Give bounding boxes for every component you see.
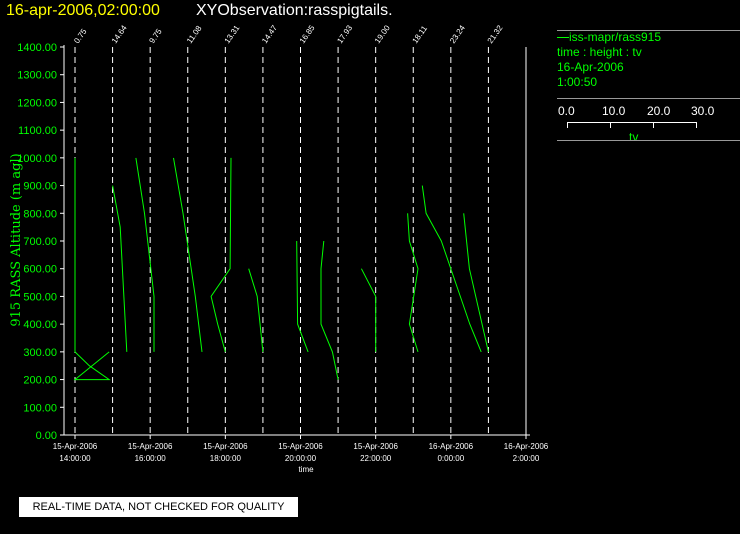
legend-axes-desc: time : height : tv	[557, 45, 642, 59]
profile-line	[135, 157, 155, 352]
x-tick-date: 15-Apr-2006	[203, 442, 248, 451]
profile-value-label: 21.32	[486, 23, 505, 45]
profile-line	[296, 240, 309, 353]
x-tick-date: 16-Apr-2006	[429, 442, 474, 451]
legend-panel: iss-mapr/rass915 time : height : tv 16-A…	[557, 30, 740, 90]
tv-scale-unit: tv	[629, 130, 639, 144]
y-tick-label: 400.00	[23, 319, 57, 331]
title-datetime: 16-apr-2006,02:00:00	[6, 2, 160, 19]
profile-value-label: 16.85	[298, 23, 317, 45]
y-tick-label: 1000.00	[17, 153, 57, 165]
profile-line	[463, 213, 489, 353]
x-axis-label: time	[298, 465, 314, 474]
legend-time: 1:00:50	[557, 75, 598, 89]
profile-line	[173, 157, 203, 352]
profile-line	[407, 213, 419, 353]
y-tick-label: 1300.00	[17, 70, 57, 82]
y-tick-label: 200.00	[23, 375, 57, 387]
profile-line	[248, 268, 264, 352]
y-tick-label: 600.00	[23, 264, 57, 276]
y-tick-label: 800.00	[23, 208, 57, 220]
x-tick-date: 16-Apr-2006	[504, 442, 549, 451]
tv-scale-tick-1: 10.0	[602, 104, 626, 118]
y-tick-label: 300.00	[23, 347, 57, 359]
y-axis-label: 915 RASS Altitude (m agl)	[9, 153, 24, 326]
x-tick-date: 15-Apr-2006	[128, 442, 173, 451]
tv-scale-tickmark	[653, 122, 654, 128]
profile-value-label: 17.93	[335, 23, 354, 45]
legend-series-line-icon	[557, 37, 569, 39]
x-tick-time: 16:00:00	[135, 454, 167, 463]
x-tick-date: 15-Apr-2006	[353, 442, 398, 451]
x-tick-time: 0:00:00	[437, 454, 464, 463]
profile-value-label: 9.75	[147, 27, 164, 45]
y-tick-label: 900.00	[23, 181, 57, 193]
y-tick-label: 700.00	[23, 236, 57, 248]
profile-line	[112, 185, 128, 352]
legend-bottom-divider	[557, 140, 740, 141]
profile-value-label: 23.24	[448, 23, 467, 45]
legend-date: 16-Apr-2006	[557, 60, 624, 74]
y-tick-label: 500.00	[23, 291, 57, 303]
profile-line	[360, 268, 377, 352]
x-tick-date: 15-Apr-2006	[53, 442, 98, 451]
legend-series-label: iss-mapr/rass915	[557, 30, 740, 45]
profile-value-label: 13.31	[223, 23, 242, 45]
tv-scale: 0.0 10.0 20.0 30.0 tv	[557, 104, 740, 144]
y-tick-label: 1200.00	[17, 97, 57, 109]
rass-chart: 0.00 100.00 200.00 300.00 400.00 500.00 600.00…	[9, 23, 549, 474]
profile-value-label: 14.64	[110, 23, 129, 45]
y-tick-label: 0.00	[36, 430, 57, 442]
profile-value-label: 18.11	[411, 24, 430, 46]
quality-notice: REAL-TIME DATA, NOT CHECKED FOR QUALITY	[19, 497, 298, 517]
tv-scale-tick-3: 30.0	[691, 104, 715, 118]
y-tick-label: 100.00	[23, 402, 57, 414]
tv-scale-tickmark	[567, 122, 568, 128]
tv-scale-tick-2: 20.0	[647, 104, 671, 118]
tv-scale-tickmark	[696, 122, 697, 128]
x-tick-time: 20:00:00	[285, 454, 317, 463]
profile-line	[73, 157, 111, 381]
tv-scale-tick-0: 0.0	[558, 104, 575, 118]
x-tick-time: 22:00:00	[360, 454, 392, 463]
x-tick-time: 2:00:00	[513, 454, 540, 463]
profile-value-label: 11.08	[185, 24, 204, 46]
profile-line	[210, 157, 232, 353]
profile-line	[320, 240, 339, 380]
tv-scale-tickmark	[610, 122, 611, 128]
y-tick-label: 1400.00	[17, 42, 57, 54]
profile-line	[421, 185, 482, 353]
legend-top-divider	[557, 30, 740, 31]
x-tick-time: 14:00:00	[59, 454, 91, 463]
x-tick-date: 15-Apr-2006	[278, 442, 323, 451]
profile-value-label: 19.00	[373, 23, 392, 45]
tv-scale-axis	[567, 122, 697, 123]
title-observation: XYObservation:rasspigtails.	[196, 2, 393, 19]
profile-value-label: 0.75	[72, 27, 89, 45]
y-tick-label: 1100.00	[18, 125, 57, 137]
profile-value-label: 14.47	[260, 23, 279, 45]
legend-mid-divider	[557, 98, 740, 99]
x-tick-time: 18:00:00	[210, 454, 242, 463]
